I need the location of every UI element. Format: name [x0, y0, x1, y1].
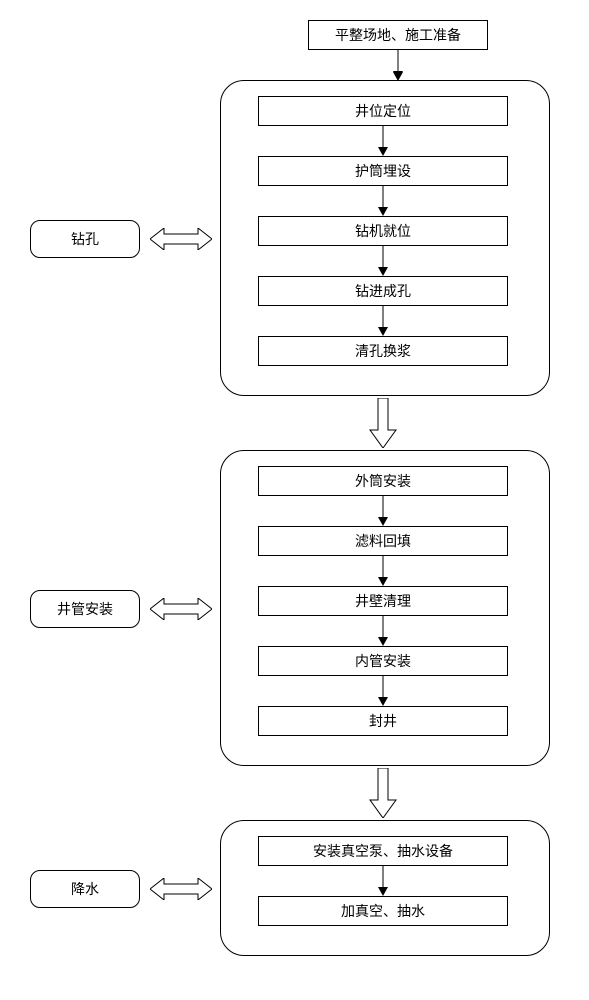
double-arrow-icon	[150, 598, 212, 620]
phase-label-text: 降水	[71, 879, 99, 899]
step-label: 钻进成孔	[355, 281, 411, 301]
step-label: 井位定位	[355, 101, 411, 121]
flow-step: 井位定位	[258, 96, 508, 126]
flow-step: 外筒安装	[258, 466, 508, 496]
flow-step: 井壁清理	[258, 586, 508, 616]
step-label: 钻机就位	[355, 221, 411, 241]
flowchart-container: 平整场地、施工准备 .a0::before{height:21px} 井位定位 …	[10, 20, 579, 980]
flow-step: 内管安装	[258, 646, 508, 676]
flow-step: 滤料回填	[258, 526, 508, 556]
start-label: 平整场地、施工准备	[335, 25, 461, 45]
block-arrow-down-icon	[368, 768, 398, 818]
arrow	[377, 126, 389, 156]
phase-label-1: 钻孔	[30, 220, 140, 258]
arrow	[377, 306, 389, 336]
step-label: 滤料回填	[355, 531, 411, 551]
double-arrow-icon	[150, 878, 212, 900]
phase-label-2: 井管安装	[30, 590, 140, 628]
arrow	[377, 556, 389, 586]
step-label: 加真空、抽水	[341, 901, 425, 921]
step-label: 外筒安装	[355, 471, 411, 491]
start-step: 平整场地、施工准备	[308, 20, 488, 50]
flow-step: 安装真空泵、抽水设备	[258, 836, 508, 866]
block-arrow-down-icon	[368, 398, 398, 448]
flow-step: 护筒埋设	[258, 156, 508, 186]
step-label: 内管安装	[355, 651, 411, 671]
step-label: 清孔换浆	[355, 341, 411, 361]
flow-step: 加真空、抽水	[258, 896, 508, 926]
double-arrow-icon	[150, 228, 212, 250]
arrow	[377, 246, 389, 276]
arrow	[377, 496, 389, 526]
arrow	[392, 50, 404, 80]
flow-step: 封井	[258, 706, 508, 736]
arrow	[377, 186, 389, 216]
flow-step: 清孔换浆	[258, 336, 508, 366]
step-label: 护筒埋设	[355, 161, 411, 181]
step-label: 井壁清理	[355, 591, 411, 611]
step-label: 安装真空泵、抽水设备	[313, 841, 453, 861]
phase-label-3: 降水	[30, 870, 140, 908]
phase-label-text: 井管安装	[57, 599, 113, 619]
arrow	[377, 866, 389, 896]
flow-step: 钻进成孔	[258, 276, 508, 306]
arrow	[377, 616, 389, 646]
phase-label-text: 钻孔	[71, 229, 99, 249]
arrow	[377, 676, 389, 706]
flow-step: 钻机就位	[258, 216, 508, 246]
step-label: 封井	[369, 711, 397, 731]
